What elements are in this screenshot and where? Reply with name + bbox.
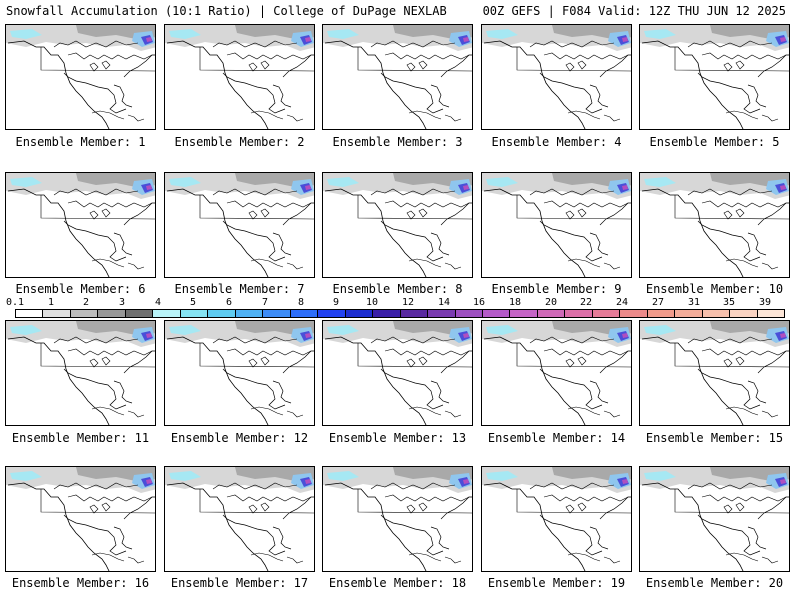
ensemble-member-map xyxy=(164,24,315,130)
ensemble-member-map xyxy=(322,172,473,278)
colorbar-segment xyxy=(592,310,621,317)
ensemble-member-label: Ensemble Member: 3 xyxy=(332,135,463,149)
ensemble-member-map xyxy=(322,24,473,130)
ensemble-member-map xyxy=(164,320,315,426)
colorbar-tick-label: 22 xyxy=(579,297,593,308)
ensemble-member-label: Ensemble Member: 18 xyxy=(328,576,467,590)
colorbar-tick-label: 9 xyxy=(332,297,340,308)
colorbar-segment xyxy=(290,310,319,317)
colorbar-segment xyxy=(702,310,731,317)
colorbar-segment xyxy=(153,310,181,317)
colorbar-segment xyxy=(675,310,703,317)
colorbar-tick-label: 31 xyxy=(687,297,701,308)
ensemble-member-map xyxy=(164,172,315,278)
ensemble-member-map xyxy=(639,24,790,130)
ensemble-member-map xyxy=(5,466,156,572)
colorbar-segment xyxy=(647,310,676,317)
snowfall-colorbar xyxy=(15,309,785,318)
ensemble-member-map xyxy=(5,172,156,278)
ensemble-member-label: Ensemble Member: 17 xyxy=(170,576,309,590)
ensemble-member-map xyxy=(322,320,473,426)
colorbar-tick-label: 0.1 xyxy=(5,297,25,308)
colorbar-segment xyxy=(318,310,346,317)
ensemble-member-map xyxy=(481,466,632,572)
colorbar-tick-label: 20 xyxy=(544,297,558,308)
colorbar-segment xyxy=(263,310,291,317)
colorbar-tick-label: 35 xyxy=(722,297,736,308)
ensemble-member-map xyxy=(639,320,790,426)
colorbar-segment xyxy=(373,310,401,317)
ensemble-member-label: Ensemble Member: 15 xyxy=(645,431,784,445)
colorbar-tick-label: 16 xyxy=(472,297,486,308)
colorbar-tick-label: 39 xyxy=(758,297,772,308)
colorbar-tick-label: 1 xyxy=(47,297,55,308)
ensemble-member-label: Ensemble Member: 5 xyxy=(649,135,780,149)
colorbar-tick-label: 7 xyxy=(261,297,269,308)
ensemble-member-map xyxy=(481,24,632,130)
ensemble-member-label: Ensemble Member: 4 xyxy=(491,135,622,149)
colorbar-segment xyxy=(482,310,511,317)
ensemble-member-label: Ensemble Member: 1 xyxy=(15,135,146,149)
colorbar-segment xyxy=(730,310,758,317)
colorbar-tick-label: 24 xyxy=(615,297,629,308)
colorbar-tick-label: 6 xyxy=(225,297,233,308)
colorbar-tick-label: 12 xyxy=(401,297,415,308)
ensemble-member-label: Ensemble Member: 13 xyxy=(328,431,467,445)
ensemble-member-label: Ensemble Member: 2 xyxy=(174,135,305,149)
ensemble-member-label: Ensemble Member: 16 xyxy=(11,576,150,590)
colorbar-tick-label: 10 xyxy=(365,297,379,308)
colorbar-segment xyxy=(98,310,126,317)
colorbar-segment xyxy=(16,310,44,317)
colorbar-tick-label: 5 xyxy=(189,297,197,308)
ensemble-member-map xyxy=(5,24,156,130)
colorbar-segment xyxy=(510,310,538,317)
colorbar-labels: 0.1 1 2 3 4 5 6 7 8 9 10 12 14 16 18 20 22 24 27 31 35 39 xyxy=(6,297,785,309)
colorbar-segment xyxy=(428,310,456,317)
colorbar-segment xyxy=(455,310,483,317)
colorbar-segment xyxy=(70,310,99,317)
ensemble-member-label: Ensemble Member: 8 xyxy=(332,282,463,296)
ensemble-member-map xyxy=(481,320,632,426)
colorbar-tick-label: 3 xyxy=(118,297,126,308)
ensemble-member-map xyxy=(322,466,473,572)
colorbar-segment xyxy=(345,310,374,317)
ensemble-member-label: Ensemble Member: 11 xyxy=(11,431,150,445)
colorbar-tick-label: 27 xyxy=(651,297,665,308)
map-title: Snowfall Accumulation (10:1 Ratio) | Col… xyxy=(6,4,447,18)
ensemble-member-label: Ensemble Member: 6 xyxy=(15,282,146,296)
ensemble-member-label: Ensemble Member: 20 xyxy=(645,576,784,590)
run-valid-time: 00Z GEFS | F084 Valid: 12Z THU JUN 12 20… xyxy=(482,4,786,18)
ensemble-member-label: Ensemble Member: 12 xyxy=(170,431,309,445)
colorbar-tick-label: 18 xyxy=(508,297,522,308)
ensemble-member-label: Ensemble Member: 9 xyxy=(491,282,622,296)
colorbar-segment xyxy=(757,310,785,317)
colorbar-tick-label: 14 xyxy=(437,297,451,308)
colorbar-segment xyxy=(125,310,154,317)
colorbar-tick-label: 8 xyxy=(297,297,305,308)
ensemble-member-map xyxy=(164,466,315,572)
colorbar-tick-label: 2 xyxy=(82,297,90,308)
colorbar-segment xyxy=(235,310,264,317)
ensemble-member-label: Ensemble Member: 7 xyxy=(174,282,305,296)
ensemble-member-map xyxy=(5,320,156,426)
colorbar-segment xyxy=(43,310,71,317)
ensemble-member-map xyxy=(639,172,790,278)
ensemble-member-map xyxy=(639,466,790,572)
colorbar-segment xyxy=(620,310,648,317)
ensemble-member-label: Ensemble Member: 10 xyxy=(645,282,784,296)
ensemble-member-label: Ensemble Member: 19 xyxy=(487,576,626,590)
ensemble-member-label: Ensemble Member: 14 xyxy=(487,431,626,445)
colorbar-segment xyxy=(180,310,209,317)
colorbar-segment xyxy=(208,310,236,317)
colorbar-segment xyxy=(565,310,593,317)
colorbar-tick-label: 4 xyxy=(154,297,162,308)
colorbar-segment xyxy=(400,310,429,317)
colorbar-segment xyxy=(537,310,566,317)
ensemble-member-map xyxy=(481,172,632,278)
